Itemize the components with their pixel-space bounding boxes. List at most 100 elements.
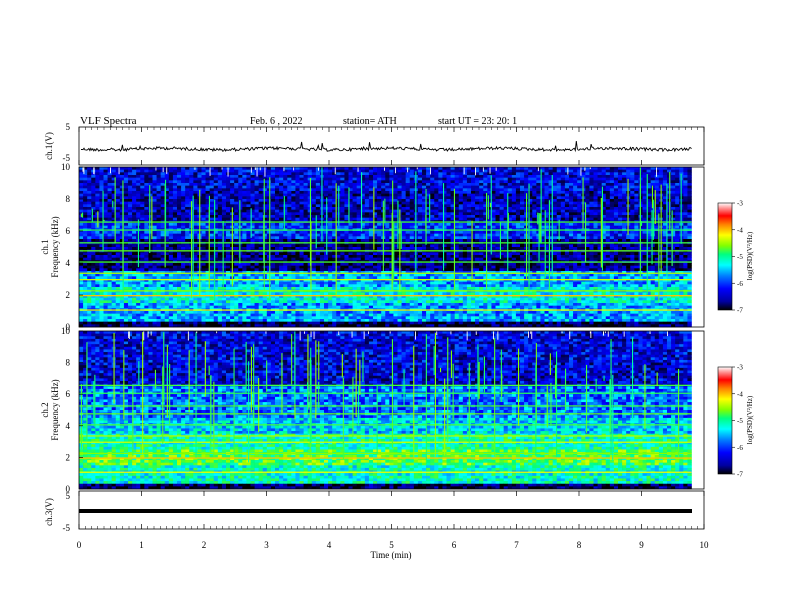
spectrogram-cell: [569, 231, 574, 234]
spectrogram-cell: [168, 247, 174, 250]
spectrogram-cell: [662, 239, 668, 242]
spectrogram-cell: [95, 239, 100, 242]
spectrogram-cell: [340, 217, 345, 221]
spectrogram-cell: [430, 196, 435, 200]
spectrogram-cell: [111, 239, 117, 242]
spectrogram-cell: [405, 188, 411, 192]
spectrogram-cell: [556, 167, 562, 170]
spectrogram-cell: [475, 252, 480, 256]
spectrogram-cell: [675, 225, 680, 229]
spectrogram-cell: [209, 180, 215, 184]
spectrogram-cell: [515, 236, 521, 240]
spectrogram-cell: [515, 239, 521, 242]
spectrogram-cell: [238, 231, 243, 234]
spectrogram-cell: [352, 225, 357, 229]
spectrogram-cell: [564, 215, 570, 218]
spectrogram-cell: [160, 247, 166, 250]
spectrogram-cell: [83, 204, 88, 208]
spectrogram-cell: [368, 188, 374, 192]
spectrogram-cell: [160, 172, 166, 176]
spectrogram-cell: [193, 177, 198, 181]
spectrogram-cell: [250, 244, 255, 248]
spectrogram-cell: [348, 196, 353, 200]
spectrogram-cell: [646, 252, 651, 256]
spectrogram-cell: [564, 204, 570, 208]
spectrogram-cell: [560, 231, 566, 234]
spectrogram-cell: [377, 180, 382, 184]
spectrogram-cell: [446, 252, 451, 256]
spectrogram-cell: [172, 188, 178, 192]
spectrogram-cell: [560, 188, 566, 192]
spectrogram-cell: [630, 252, 635, 256]
spectrogram-cell: [250, 239, 255, 242]
spectrogram-cell: [299, 196, 304, 200]
spectrogram-cell: [381, 177, 386, 181]
spectrogram-cell: [548, 175, 553, 178]
spectrogram-cell: [650, 175, 656, 178]
spectrogram-cell: [622, 201, 627, 205]
spectrogram-cell: [352, 236, 357, 240]
spectrogram-cell: [430, 193, 435, 197]
spectrogram-cell: [315, 209, 321, 213]
spectrogram-cell: [495, 175, 500, 178]
spectrogram-cell: [524, 175, 529, 178]
spectrogram-cell: [111, 183, 117, 186]
spectrogram-cell: [671, 180, 676, 184]
spectrogram-cell: [642, 247, 647, 250]
spectrogram-cell: [426, 183, 431, 186]
spectrogram-cell: [91, 199, 96, 202]
spectrogram-cell: [613, 201, 619, 205]
spectrogram-cell: [144, 199, 149, 202]
spectrogram-cell: [401, 175, 406, 178]
spectrogram-cell: [140, 223, 145, 226]
spectrogram-cell: [324, 247, 329, 250]
spectrogram-cell: [499, 207, 504, 210]
spectrogram-cell: [315, 175, 321, 178]
spectrogram-cell: [556, 244, 562, 248]
spectrogram-cell: [475, 225, 480, 229]
spectrogram-cell: [79, 233, 84, 237]
spectrogram-cell: [115, 191, 121, 194]
spectrogram-cell: [201, 196, 206, 200]
spectrogram-cell: [511, 223, 517, 226]
spectrogram-cell: [662, 169, 668, 173]
spectrogram-cell: [291, 225, 296, 229]
spectrogram-cell: [605, 252, 611, 256]
spectrogram-cell: [630, 212, 635, 216]
spectrogram-cell: [144, 225, 149, 229]
spectrogram-cell: [360, 191, 366, 194]
spectrogram-cell: [99, 199, 104, 202]
spectrogram-cell: [605, 175, 611, 178]
spectrogram-cell: [83, 231, 88, 234]
spectrogram-cell: [581, 244, 586, 248]
spectrogram-cell: [324, 177, 329, 181]
spectrogram-cell: [287, 252, 292, 256]
spectrogram-cell: [238, 193, 243, 197]
spectrogram-cell: [377, 239, 382, 242]
spectrogram-cell: [168, 185, 174, 189]
spectrogram-cell: [622, 225, 627, 229]
spectrogram-cell: [483, 239, 488, 242]
spectrogram-cell: [675, 231, 680, 234]
spectrogram-cell: [401, 169, 406, 173]
spectrogram-cell: [511, 247, 517, 250]
spectrogram-cell: [262, 215, 268, 218]
spectrogram-cell: [385, 175, 390, 178]
spectrogram-cell: [360, 196, 366, 200]
spectrogram-cell: [532, 172, 537, 176]
spectrogram-cell: [148, 252, 153, 256]
spectrogram-cell: [687, 215, 692, 218]
spectrogram-cell: [234, 191, 239, 194]
spectrogram-cell: [332, 231, 337, 234]
spectrogram-cell: [650, 169, 656, 173]
spectrogram-cell: [405, 239, 411, 242]
spectrogram-cell: [311, 225, 317, 229]
spectrogram-cell: [217, 212, 223, 216]
spectrogram-cell: [348, 167, 353, 170]
spectrogram-cell: [352, 175, 357, 178]
spectrogram-cell: [597, 191, 602, 194]
spectrogram-cell: [291, 231, 296, 234]
spectrogram-cell: [564, 175, 570, 178]
spectrogram-cell: [83, 239, 88, 242]
spectrogram-cell: [450, 252, 455, 256]
